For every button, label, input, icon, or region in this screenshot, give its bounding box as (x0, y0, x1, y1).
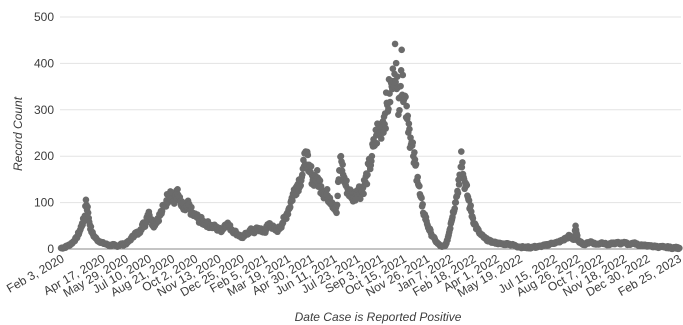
data-point (387, 99, 394, 106)
y-tick-label: 200 (34, 149, 54, 163)
data-point (382, 125, 389, 132)
data-point (418, 195, 425, 202)
data-point (423, 214, 430, 221)
data-points (58, 41, 683, 253)
data-point (396, 107, 403, 114)
data-point (451, 205, 458, 212)
data-point (455, 190, 462, 197)
data-point (298, 174, 305, 181)
y-axis-title: Record Count (11, 96, 25, 171)
data-point (409, 139, 416, 146)
data-point (385, 106, 392, 113)
data-point (156, 218, 163, 225)
data-point (314, 167, 321, 174)
data-point (317, 177, 324, 184)
data-point (467, 202, 474, 209)
y-axis: 0 100 200 300 400 500 (34, 10, 54, 256)
data-point (343, 177, 350, 184)
data-point (368, 158, 375, 165)
data-point (324, 186, 331, 193)
y-tick-label: 400 (34, 56, 54, 70)
data-point (464, 182, 471, 189)
data-point (84, 204, 91, 211)
data-point (406, 126, 413, 133)
data-point (404, 112, 411, 119)
data-point (398, 47, 405, 54)
data-point (339, 161, 346, 168)
data-point (360, 191, 367, 198)
data-point (447, 225, 454, 232)
data-point (378, 135, 385, 142)
data-point (394, 73, 401, 80)
y-tick-label: 100 (34, 196, 54, 210)
data-point (364, 181, 371, 188)
data-point (393, 60, 400, 67)
data-point (158, 210, 165, 217)
x-axis-title: Date Case is Reported Positive (295, 310, 462, 324)
y-tick-label: 0 (47, 242, 54, 256)
y-tick-label: 300 (34, 103, 54, 117)
data-point (402, 94, 409, 101)
data-point (381, 114, 388, 121)
gridlines (60, 17, 681, 249)
data-point (308, 163, 315, 170)
data-point (456, 181, 463, 188)
data-point (413, 161, 420, 168)
data-point (411, 149, 418, 156)
data-point (416, 183, 423, 190)
data-point (188, 204, 195, 211)
data-point (334, 193, 341, 200)
data-point (339, 167, 346, 174)
data-point (675, 245, 682, 252)
data-point (458, 148, 465, 155)
data-point (459, 159, 466, 166)
data-point (427, 227, 434, 234)
data-point (334, 202, 341, 209)
data-point (383, 89, 390, 96)
data-point (397, 83, 404, 90)
data-point (392, 41, 399, 48)
data-point (305, 152, 312, 159)
y-tick-label: 500 (34, 10, 54, 24)
data-point (419, 201, 426, 208)
